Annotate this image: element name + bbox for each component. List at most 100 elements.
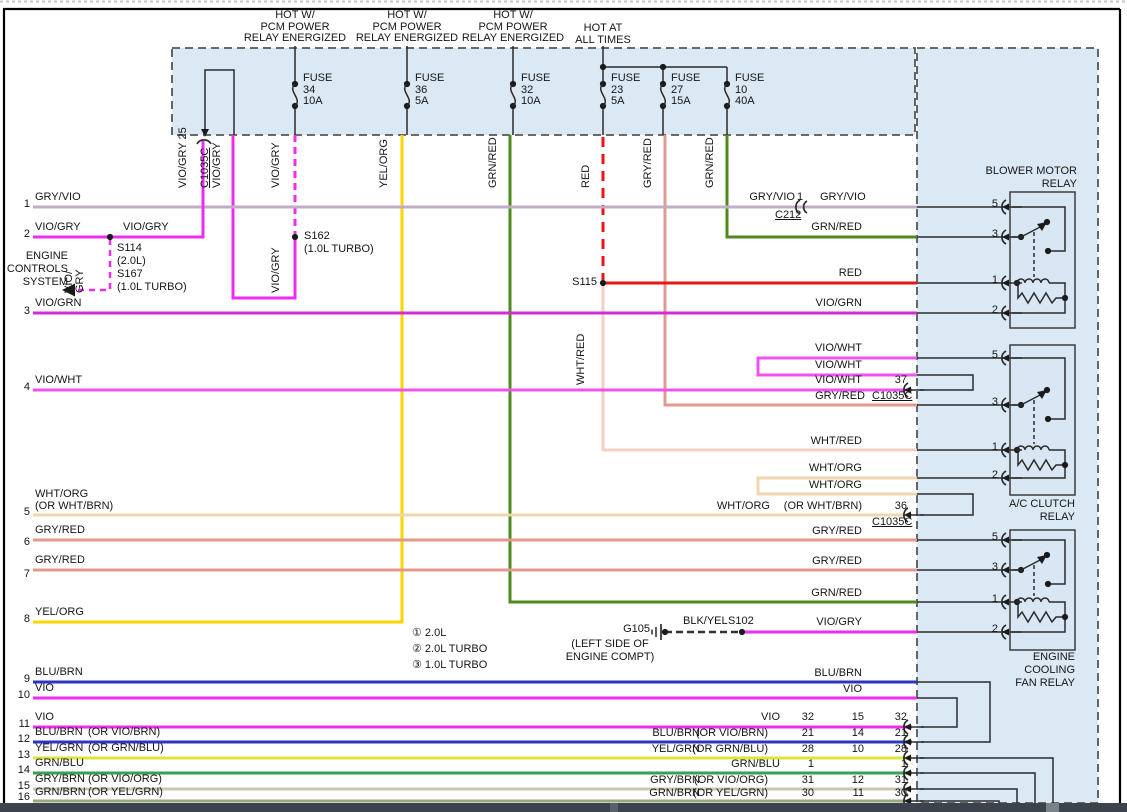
pin-36-label: 36 <box>894 500 907 512</box>
row3-label: VIO/GRN <box>35 297 82 309</box>
pin-37-label: 37 <box>894 374 907 386</box>
wire-label-yel-org: YEL/ORG <box>378 139 390 188</box>
row13-label: YEL/GRN <box>35 742 84 754</box>
row-number: 9 <box>23 673 30 685</box>
row4-label: VIO/WHT <box>35 374 83 386</box>
wht-org-label-3: WHT/ORG <box>716 500 770 512</box>
row-number: 1 <box>23 198 30 210</box>
symbols-layer <box>106 63 1076 809</box>
ac-pin-3: 3 <box>991 396 998 408</box>
splice-s102-label: S102 <box>728 615 754 627</box>
r15-right-alt: (OR VIO/ORG) <box>694 774 768 786</box>
fan-pin-3: 3 <box>991 561 998 573</box>
r12-right-alt: (OR VIO/BRN) <box>695 727 768 739</box>
header-hot-at-all-times: HOT AT ALL TIMES <box>575 22 631 46</box>
r12-n1: 21 <box>801 727 814 739</box>
row11-label: VIO <box>35 711 54 723</box>
row9-right-label: BLU/BRN <box>814 667 862 679</box>
engine-controls-system-label: ENGINE CONTROLS SYSTEM <box>6 250 68 288</box>
row2-label-2: VIO/GRY <box>123 221 169 233</box>
r12-n2: 14 <box>851 727 864 739</box>
gry-red-fan3-label: GRY/RED <box>812 555 862 567</box>
row6-label: GRY/RED <box>35 524 85 536</box>
r14-n3: 1 <box>900 758 907 770</box>
r16-right-label: GRN/BRN <box>649 787 700 799</box>
wire-label-blk-yel: BLK/YEL <box>683 615 728 627</box>
fan-pin-1: 1 <box>991 593 998 605</box>
r11-n3: 32 <box>894 711 907 723</box>
r13-right-label: YEL/GRN <box>651 743 700 755</box>
r13-n3: 28 <box>894 743 907 755</box>
row-number: 12 <box>17 733 30 745</box>
r14-right-label: GRN/BLU <box>731 758 780 770</box>
wire-label-vio-gry-25: VIO/GRY 25 <box>177 127 189 188</box>
row5-alt-label: (OR WHT/BRN) <box>35 500 114 512</box>
arrow-down-icon <box>201 129 209 137</box>
row7-label: GRY/RED <box>35 554 85 566</box>
connector-c1035c-label: C1035C <box>199 147 211 188</box>
blower-motor-relay-title: BLOWER MOTOR RELAY <box>985 165 1077 190</box>
ground-g105-label: G105 <box>623 623 650 635</box>
r1-gry-vio-left: GRY/VIO <box>749 191 795 203</box>
row-number: 15 <box>17 780 30 792</box>
vio-gry-fan-label: VIO/GRY <box>816 616 862 628</box>
row-number: 5 <box>23 506 30 518</box>
splice-s162-label: S162 (1.0L TURBO) <box>304 230 374 255</box>
vio-wht-label-2: VIO/WHT <box>814 359 862 371</box>
row-number: 14 <box>17 764 30 776</box>
row9-label: BLU/BRN <box>35 666 83 678</box>
row1-label: GRY/VIO <box>35 191 81 203</box>
header-pcm-relay-2: HOT W/ PCM POWER RELAY ENERGIZED <box>355 9 459 44</box>
r11-n1: 32 <box>801 711 814 723</box>
gry-red-ac-label: GRY/RED <box>815 390 865 402</box>
connector-c1035c-37-label: C1035C <box>872 390 913 402</box>
row2-label: VIO/GRY <box>35 221 81 233</box>
r16-right-alt: (OR YEL/GRN) <box>693 787 768 799</box>
ac-pin-1: 1 <box>991 441 998 453</box>
fuse-36-label: FUSE 36 5A <box>415 72 445 107</box>
row12-label: BLU/BRN <box>35 726 83 738</box>
row5-label: WHT/ORG <box>35 488 89 500</box>
r12-right-label: BLU/BRN <box>652 727 700 739</box>
blower-pin-3: 3 <box>991 228 998 240</box>
r1-gry-vio-right: GRY/VIO <box>820 191 866 203</box>
r15-right-label: GRY/BRN <box>650 774 700 786</box>
grn-red-fan-label: GRN/RED <box>811 587 862 599</box>
wire-label-red: RED <box>580 164 592 188</box>
r16-n3: 30 <box>894 787 907 799</box>
wire-label-vio-gry-b: VIO/GRY <box>270 142 282 188</box>
fuse-23-label: FUSE 23 5A <box>611 72 641 107</box>
row-number: 7 <box>23 568 30 580</box>
r12-n3: 21 <box>894 727 907 739</box>
row16-alt-label: (OR YEL/GRN) <box>88 786 163 798</box>
relay-box-wiring <box>917 206 1054 803</box>
grn-red-blower-label: GRN/RED <box>811 221 862 233</box>
gry-red-fan5-label: GRY/RED <box>812 525 862 537</box>
r16-n2: 11 <box>852 787 864 799</box>
row10-label: VIO <box>35 682 54 694</box>
row16-label: GRN/BRN <box>35 786 86 798</box>
r15-n3: 31 <box>894 774 907 786</box>
connector-c212-label: C212 <box>775 209 802 221</box>
wht-org-label-1: WHT/ORG <box>808 462 862 474</box>
header-pcm-relay-1: HOT W/ PCM POWER RELAY ENERGIZED <box>243 9 347 44</box>
variant-2-label: ② 2.0L TURBO <box>412 643 488 655</box>
row-number: 16 <box>17 791 30 803</box>
variant-1-label: ① 2.0L <box>412 627 447 639</box>
row-number: 10 <box>17 689 30 701</box>
r14-n1: 1 <box>807 758 814 770</box>
row-number: 2 <box>23 228 30 240</box>
row14-label: GRN/BLU <box>35 757 84 769</box>
row8-label: YEL/ORG <box>35 606 84 618</box>
r13-n1: 28 <box>801 743 814 755</box>
r15-n1: 31 <box>801 774 814 786</box>
red-label: RED <box>838 267 862 279</box>
r13-n2: 10 <box>851 743 864 755</box>
fuse-34-label: FUSE 34 10A <box>303 72 333 107</box>
row-number: 4 <box>23 381 30 393</box>
vertical-wires <box>33 135 917 624</box>
fuse-32-label: FUSE 32 10A <box>521 72 551 107</box>
